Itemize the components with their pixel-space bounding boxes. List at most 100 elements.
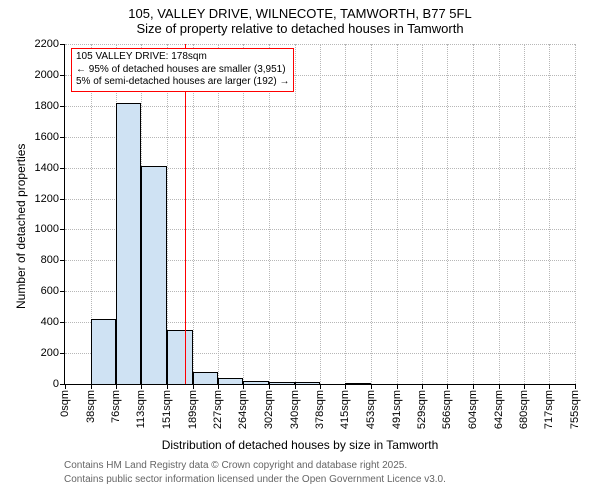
xtick-mark [167,384,168,389]
xtick-mark [193,384,194,389]
gridline-v [397,44,398,384]
xtick-label: 642sqm [493,390,505,429]
xtick-mark [295,384,296,389]
y-axis-label: Number of detached properties [14,144,28,309]
xtick-label: 415sqm [339,390,351,429]
plot-area: 0200400600800100012001400160018002000220… [64,44,575,385]
histogram-bar [345,383,371,384]
ytick-mark [60,168,65,169]
ytick-mark [60,229,65,230]
xtick-mark [549,384,550,389]
gridline-v [320,44,321,384]
footer-line-1: Contains HM Land Registry data © Crown c… [64,460,407,471]
xtick-label: 604sqm [467,390,479,429]
xtick-mark [320,384,321,389]
xtick-label: 264sqm [237,390,249,429]
xtick-mark [91,384,92,389]
ytick-label: 200 [41,347,59,359]
xtick-mark [141,384,142,389]
ytick-mark [60,137,65,138]
ytick-mark [60,75,65,76]
histogram-bar [269,382,295,384]
ytick-mark [60,199,65,200]
gridline-v [243,44,244,384]
histogram-bar [243,381,269,384]
ytick-mark [60,322,65,323]
xtick-label: 529sqm [416,390,428,429]
ytick-label: 800 [41,254,59,266]
xtick-label: 566sqm [441,390,453,429]
xtick-mark [371,384,372,389]
xtick-label: 717sqm [543,390,555,429]
histogram-bar [295,382,321,384]
xtick-mark [447,384,448,389]
gridline-v [295,44,296,384]
gridline-v [371,44,372,384]
xtick-mark [422,384,423,389]
xtick-mark [116,384,117,389]
xtick-mark [243,384,244,389]
ytick-label: 1600 [35,131,59,143]
annotation-line: 105 VALLEY DRIVE: 178sqm [76,51,289,64]
title-line-1: 105, VALLEY DRIVE, WILNECOTE, TAMWORTH, … [0,6,600,21]
xtick-label: 0sqm [59,390,71,417]
chart-titles: 105, VALLEY DRIVE, WILNECOTE, TAMWORTH, … [0,0,600,36]
gridline-v [549,44,550,384]
xtick-label: 151sqm [161,390,173,429]
xtick-label: 340sqm [289,390,301,429]
xtick-label: 113sqm [135,390,147,428]
ytick-mark [60,44,65,45]
annotation-line: ← 95% of detached houses are smaller (3,… [76,64,289,77]
xtick-label: 755sqm [569,390,581,429]
ytick-label: 600 [41,285,59,297]
gridline-v [193,44,194,384]
gridline-v [473,44,474,384]
xtick-label: 378sqm [314,390,326,429]
xtick-mark [269,384,270,389]
xtick-label: 38sqm [85,390,97,423]
ytick-label: 1800 [35,100,59,112]
footer-line-2: Contains public sector information licen… [64,474,446,485]
xtick-mark [345,384,346,389]
ytick-label: 1000 [35,223,59,235]
xtick-label: 227sqm [212,390,224,429]
histogram-bar [91,319,117,384]
ytick-mark [60,291,65,292]
gridline-v [499,44,500,384]
xtick-label: 189sqm [187,390,199,429]
histogram-bar [193,372,219,384]
gridline-v [345,44,346,384]
xtick-label: 491sqm [391,390,403,429]
title-line-2: Size of property relative to detached ho… [0,21,600,36]
xtick-label: 76sqm [110,390,122,423]
xtick-mark [524,384,525,389]
annotation-line: 5% of semi-detached houses are larger (1… [76,76,289,89]
xtick-mark [218,384,219,389]
xtick-mark [473,384,474,389]
xtick-mark [575,384,576,389]
xtick-label: 680sqm [518,390,530,429]
ytick-label: 1200 [35,193,59,205]
histogram-bar [116,103,141,384]
ytick-mark [60,353,65,354]
ytick-label: 0 [53,378,59,390]
x-axis-label: Distribution of detached houses by size … [0,438,600,452]
ytick-mark [60,260,65,261]
xtick-mark [397,384,398,389]
ytick-label: 2000 [35,69,59,81]
histogram-bar [141,166,167,384]
histogram-bar [218,378,243,384]
xtick-mark [65,384,66,389]
ytick-label: 2200 [35,38,59,50]
histogram-bar [167,330,193,384]
gridline-v [524,44,525,384]
xtick-label: 302sqm [263,390,275,429]
gridline-v [575,44,576,384]
gridline-v [269,44,270,384]
gridline-v [218,44,219,384]
gridline-v [447,44,448,384]
gridline-v [422,44,423,384]
ytick-mark [60,106,65,107]
annotation-box: 105 VALLEY DRIVE: 178sqm← 95% of detache… [71,48,294,92]
ytick-label: 400 [41,316,59,328]
